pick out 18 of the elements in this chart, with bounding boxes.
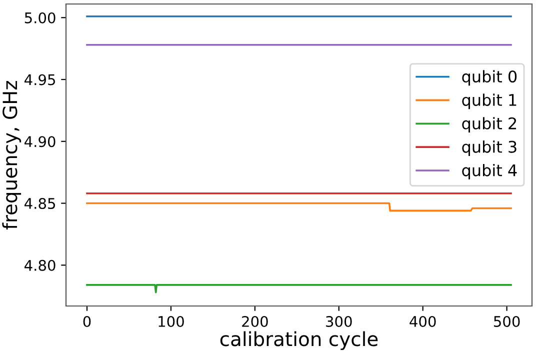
x-axis-title: calibration cycle xyxy=(220,331,378,350)
legend-label: qubit 3 xyxy=(462,140,516,156)
y-axis-title: frequency, GHz xyxy=(2,80,22,230)
y-tick-label: 4.90 xyxy=(24,136,56,148)
y-tick-label: 5.00 xyxy=(24,12,56,24)
legend-label: qubit 4 xyxy=(462,164,517,180)
x-tick-label: 400 xyxy=(410,316,436,328)
y-tick-label: 4.85 xyxy=(24,198,56,210)
legend-label: qubit 1 xyxy=(462,94,516,110)
x-tick-label: 500 xyxy=(494,316,520,328)
x-tick-label: 100 xyxy=(158,316,184,328)
y-tick-label: 4.80 xyxy=(24,260,56,271)
legend-label: qubit 0 xyxy=(462,70,517,86)
x-tick-label: 0 xyxy=(83,316,91,328)
legend-label: qubit 2 xyxy=(462,117,516,133)
y-tick-label: 4.95 xyxy=(24,74,56,86)
x-tick-label: 300 xyxy=(326,316,352,328)
x-tick-label: 200 xyxy=(242,316,268,328)
